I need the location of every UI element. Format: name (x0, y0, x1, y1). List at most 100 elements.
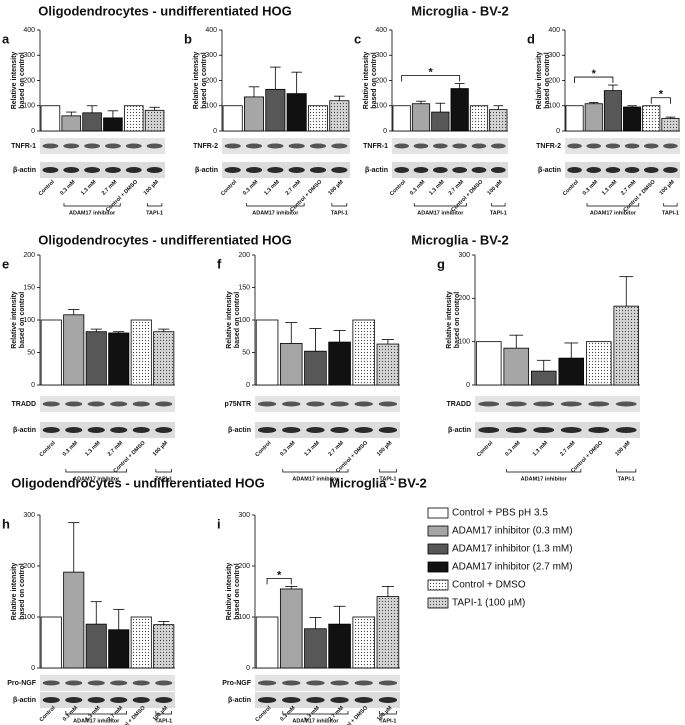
error-bar (270, 66, 281, 90)
legend-swatch (427, 507, 449, 519)
blot-label: β-actin (13, 697, 36, 704)
y-axis-label: Relative intensity (226, 563, 233, 621)
blot-band (306, 697, 325, 703)
bar (279, 342, 303, 386)
group-label: ADAM17 inhibitor (252, 210, 299, 216)
blot-band (663, 143, 678, 149)
error-bar (588, 102, 599, 104)
group-label: TAPI-1 (379, 476, 396, 482)
legend-label: ADAM17 inhibitor (2.7 mM) (452, 562, 573, 573)
blot-band (288, 143, 305, 149)
legend-label: Control + PBS pH 3.5 (452, 508, 548, 519)
bar-texture (377, 344, 399, 385)
blot-band (354, 697, 373, 703)
bar-texture (642, 105, 660, 131)
section-title: Oligodendrocytes - undifferentiated HOG (38, 232, 292, 247)
group-label: ADAM17 inhibitor (292, 476, 339, 482)
error-bar (334, 95, 345, 101)
y-axis-label: Relative intensity (226, 291, 233, 349)
blot-band (309, 143, 327, 149)
y-tick-label: 300 (23, 512, 35, 519)
bar (85, 623, 107, 669)
x-tick-label: 2.7 mM (285, 179, 303, 197)
blot-band (378, 697, 398, 703)
section-title: Microglia - BV-2 (411, 3, 509, 18)
blot-band (155, 680, 173, 686)
blot-band (282, 427, 301, 433)
bar-texture (352, 617, 375, 668)
blot-band (257, 680, 277, 686)
y-tick-label: 150 (23, 284, 35, 291)
x-tick-label: 1.3 mM (263, 179, 281, 197)
blot-band (245, 143, 263, 149)
group-bracket (282, 711, 349, 715)
blot-band (257, 427, 277, 433)
blot-strip (392, 162, 508, 178)
blot-band (125, 167, 142, 173)
x-tick-label: 0.3 mM (504, 440, 522, 458)
blot-band (146, 167, 163, 173)
blot-band (505, 401, 527, 407)
group-bracket (491, 203, 506, 207)
blot-band (282, 680, 301, 686)
y-tick-label: 0 (31, 665, 35, 672)
bar (328, 623, 351, 669)
blot-band (84, 167, 101, 173)
x-tick-label: 2.7 mM (620, 179, 638, 197)
blot-band (643, 143, 659, 149)
blot-strip (222, 138, 350, 154)
blot-band (65, 401, 83, 407)
y-axis-label: based on control (544, 52, 551, 108)
significance-bracket (401, 75, 461, 82)
x-tick-label: 100 µM (327, 179, 345, 197)
bar-texture (308, 105, 328, 131)
blot-band (224, 143, 241, 149)
group-bracket (663, 203, 678, 207)
bar (304, 350, 327, 386)
y-tick-label: 300 (238, 512, 250, 519)
bar (304, 628, 327, 669)
y-axis-label: Relative intensity (193, 52, 200, 110)
group-bracket (413, 203, 467, 207)
bar (108, 629, 130, 669)
group-label: ADAM17 inhibitor (590, 210, 637, 216)
blot-band (330, 427, 349, 433)
panel-letter: f (217, 256, 222, 271)
panel-letter: d (527, 31, 535, 46)
blot-band (354, 427, 373, 433)
x-tick-label: 100 µM (143, 179, 161, 197)
blot-strip (40, 162, 165, 178)
blot-strip (475, 422, 640, 438)
blot-band (245, 167, 263, 173)
y-tick-label: 400 (23, 27, 35, 34)
y-tick-label: 200 (458, 295, 470, 302)
x-tick-label: 0.3 mM (242, 179, 260, 197)
bar-texture (470, 105, 488, 131)
group-bracket (65, 469, 127, 473)
group-bracket (586, 203, 640, 207)
blot-band (306, 680, 325, 686)
panel-letter: h (2, 516, 10, 531)
bar (411, 103, 431, 132)
y-tick-label: 100 (205, 103, 217, 110)
blot-band (643, 167, 659, 173)
y-tick-label: 100 (375, 103, 387, 110)
y-axis-label: based on control (371, 52, 378, 108)
blot-band (586, 167, 602, 173)
blot-label: p75NTR (225, 401, 251, 408)
blot-label: β-actin (13, 167, 36, 174)
bar (565, 105, 584, 132)
legend-label: ADAM17 inhibitor (1.3 mM) (452, 544, 573, 555)
blot-band (267, 143, 284, 149)
group-label: TAPI-1 (618, 476, 635, 482)
blot-band (533, 427, 555, 433)
group-bracket (246, 203, 305, 207)
blot-band (65, 697, 83, 703)
y-axis-label: based on control (454, 292, 461, 348)
blot-band (452, 143, 468, 149)
y-tick-label: 0 (246, 665, 250, 672)
y-tick-label: 0 (383, 128, 387, 135)
bar (431, 111, 450, 132)
bar (61, 115, 82, 132)
